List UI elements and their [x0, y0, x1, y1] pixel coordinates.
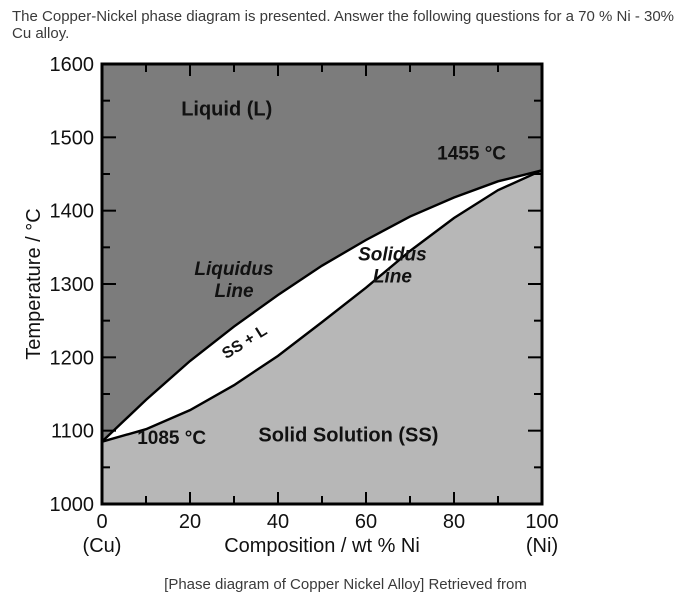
x-end-left: (Cu)	[83, 535, 122, 557]
phase-diagram-svg: 0 20 40 60 80 100 1000 1100 1200 1300 1400 1500 1600…	[12, 46, 572, 566]
x-axis-label: Composition / wt % Ni	[224, 535, 420, 557]
solidus-line-label-2: Line	[373, 267, 412, 288]
y-axis-label: Temperature / °C	[23, 208, 45, 359]
liquid-label: Liquid (L)	[181, 98, 272, 120]
x-tick-label: 100	[525, 511, 558, 533]
figure-caption: [Phase diagram of Copper Nickel Alloy] R…	[12, 576, 679, 593]
x-end-right: (Ni)	[526, 535, 558, 557]
y-tick-label: 1600	[50, 54, 95, 76]
y-tick-label: 1200	[50, 347, 95, 369]
y-tick-label: 1000	[50, 494, 95, 516]
y-tick-label: 1100	[51, 421, 94, 443]
x-tick-label: 40	[267, 511, 289, 533]
temp-high-label: 1455 °C	[437, 143, 506, 164]
y-tick-label: 1500	[50, 127, 95, 149]
temp-low-label: 1085 °C	[137, 428, 206, 449]
phase-diagram-figure: 0 20 40 60 80 100 1000 1100 1200 1300 1400 1500 1600…	[12, 46, 679, 570]
liquidus-line-label: Liquidus	[194, 259, 273, 280]
x-tick-label: 20	[179, 511, 201, 533]
y-tick-label: 1400	[50, 201, 95, 223]
x-tick-label: 60	[355, 511, 377, 533]
y-tick-label: 1300	[50, 274, 95, 296]
x-tick-label: 0	[96, 511, 107, 533]
liquidus-line-label-2: Line	[214, 281, 253, 302]
solidus-line-label: Solidus	[358, 245, 427, 266]
solid-label: Solid Solution (SS)	[258, 425, 438, 447]
x-tick-label: 80	[443, 511, 465, 533]
question-prompt: The Copper-Nickel phase diagram is prese…	[12, 8, 679, 42]
